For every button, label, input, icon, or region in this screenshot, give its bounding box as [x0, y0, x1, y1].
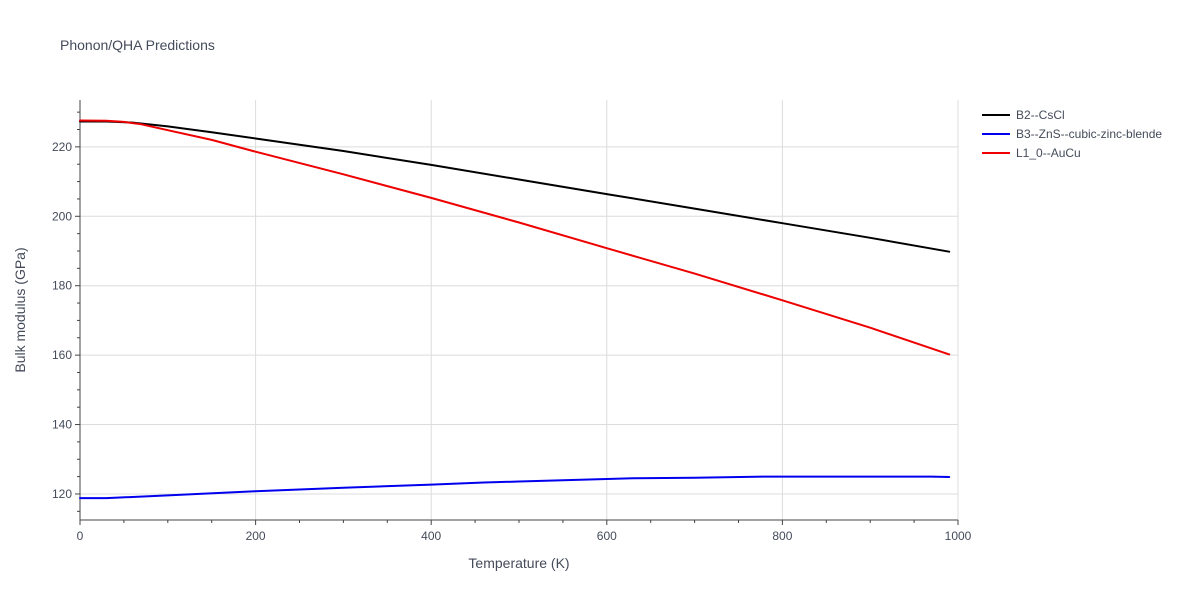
chart-title: Phonon/QHA Predictions [60, 37, 215, 53]
legend: B2--CsCl B3--ZnS--cubic-zinc-blende L1_0--… [982, 108, 1162, 160]
x-tick-label: 200 [246, 529, 266, 543]
legend-label: L1_0--AuCu [1016, 146, 1081, 160]
x-tick-label: 0 [77, 529, 84, 543]
x-axis-title: Temperature (K) [468, 555, 569, 571]
x-tick-label: 400 [421, 529, 441, 543]
y-tick-label: 160 [52, 348, 72, 362]
y-tick-labels: 120 140 160 180 200 220 [52, 140, 72, 501]
y-tick-label: 140 [52, 418, 72, 432]
axes [75, 100, 959, 525]
legend-label: B2--CsCl [1016, 108, 1065, 122]
series-lines [79, 119, 951, 500]
y-tick-label: 120 [52, 487, 72, 501]
x-tick-label: 1000 [945, 529, 972, 543]
x-tick-label: 800 [772, 529, 792, 543]
series-line [79, 120, 951, 253]
y-axis-title: Bulk modulus (GPa) [12, 247, 28, 372]
series-line [79, 475, 951, 500]
y-tick-label: 200 [52, 209, 72, 223]
grid [80, 100, 959, 520]
y-tick-label: 220 [52, 140, 72, 154]
y-tick-label: 180 [52, 279, 72, 293]
series-line [79, 119, 951, 356]
x-tick-labels: 0 200 400 600 800 1000 [77, 529, 972, 543]
x-tick-label: 600 [597, 529, 617, 543]
legend-label: B3--ZnS--cubic-zinc-blende [1016, 127, 1162, 141]
